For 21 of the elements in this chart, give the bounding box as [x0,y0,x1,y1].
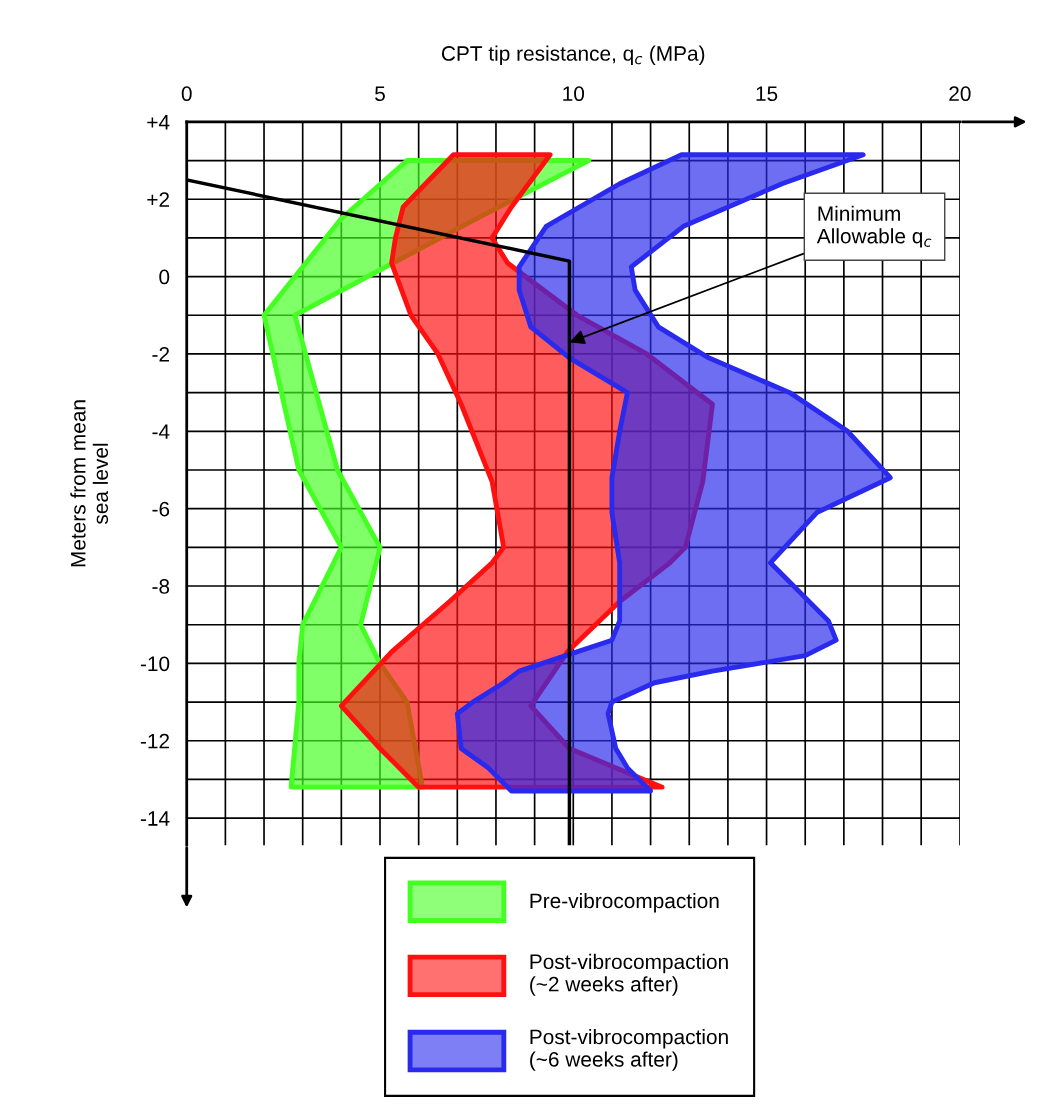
x-tick-label: 10 [563,86,585,102]
x-axis-title: CPT tip resistance, q$_{c}$ (MPa) [441,45,705,65]
y-tick-label: -8 [152,579,170,594]
y-tick-label: -14 [140,811,170,826]
y-tick-label: +2 [147,192,170,207]
y-tick-label: +4 [147,115,170,130]
y-tick-label: -4 [152,424,170,439]
x-tick-label: 20 [949,86,971,102]
x-tick-label: 15 [756,86,778,102]
legend-label: Post-vibrocompaction (~2 weeks after) [530,953,728,996]
y-axis-title: Meters from mean sea level [70,400,109,567]
y-tick-label: -10 [140,656,170,672]
y-tick-label: -12 [140,733,170,749]
y-tick-label: -6 [152,501,170,517]
legend-label: Pre-vibrocompaction [530,892,719,913]
y-tick-label: 0 [159,269,170,285]
y-tick-label: -2 [152,346,170,362]
x-tick-label: 0 [181,86,192,102]
annotation: Minimum Allowable q$_{c}$ [816,205,932,248]
x-tick-label: 5 [375,86,385,102]
legend-label: Post-vibrocompaction (~6 weeks after) [530,1028,728,1071]
